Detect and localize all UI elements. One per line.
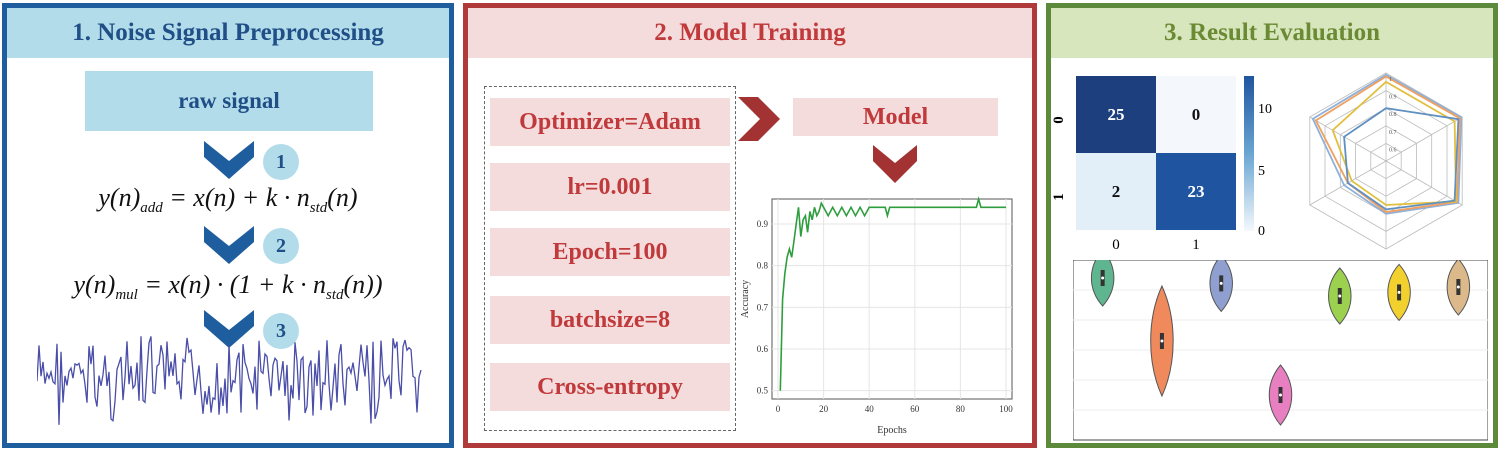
radar-tick-label: 1 [1389, 77, 1392, 83]
radar-tick-label: 0.6 [1389, 147, 1397, 153]
param-epoch: Epoch=100 [490, 228, 730, 276]
param-lr: lr=0.001 [490, 163, 730, 211]
colorbar-tick-5: 5 [1258, 164, 1265, 179]
x-tick-label: 20 [819, 404, 829, 414]
noisy-signal-waveform [37, 336, 422, 425]
chevron-down-icon [204, 310, 254, 348]
violin-median [1338, 294, 1342, 298]
x-tick-label: 60 [910, 404, 920, 414]
y-axis-label: Accuracy [740, 280, 751, 318]
violin-median [1160, 339, 1164, 343]
params-box [484, 86, 736, 431]
radar-spoke [1385, 160, 1463, 206]
violin-plot [1073, 260, 1488, 441]
violin-median [1279, 393, 1282, 397]
preprocessing-title: 1. Noise Signal Preprocessing [7, 8, 449, 58]
accuracy-chart: 0.5 0.6 0.7 0.8 0.9 0 20 40 60 80 100 Epochs Accur… [740, 195, 1013, 436]
y-tick-label: 0.9 [757, 219, 769, 229]
violin-median [1101, 276, 1105, 280]
chevron-down-icon [204, 226, 254, 264]
x-tick-label: 0 [776, 404, 781, 414]
y-tick-label: 0.6 [757, 344, 769, 354]
cm-value-1-1: 23 [1188, 182, 1205, 201]
step-badge-3: 3 [263, 313, 299, 349]
colorbar [1244, 76, 1254, 231]
colorbar-tick-10: 10 [1258, 102, 1272, 117]
multiplicative-noise-equation: y(n)mul = x(n) · (1 + k · nstd(n)) [73, 270, 383, 304]
radar-tick-label: 0.8 [1389, 112, 1397, 118]
x-tick-label: 80 [956, 404, 966, 414]
model-box: Model [793, 98, 998, 136]
param-loss: Cross-entropy [490, 363, 730, 411]
cm-value-1-0: 2 [1112, 182, 1121, 201]
radar-series-line [1314, 75, 1461, 213]
radar-series-line [1311, 73, 1463, 215]
evaluation-title: 3. Result Evaluation [1051, 8, 1493, 58]
cm-value-0-1: 0 [1192, 105, 1201, 124]
chevron-down-icon [873, 145, 917, 183]
param-batchsize: batchsize=8 [490, 296, 730, 344]
x-tick-label: 100 [999, 404, 1013, 414]
cm-col-label-0: 0 [1112, 237, 1120, 253]
cm-col-label-1: 1 [1192, 237, 1200, 253]
additive-noise-equation: y(n)add = x(n) + k · nstd(n) [98, 183, 358, 217]
plot-frame [771, 198, 1013, 400]
step-badge-2: 2 [263, 228, 299, 264]
violin-median [1456, 285, 1460, 289]
cm-value-0-0: 25 [1108, 105, 1125, 124]
training-panel: 2. Model Training Optimizer=Adam lr=0.00… [463, 3, 1037, 448]
cm-row-label-1: 1 [1051, 193, 1067, 201]
param-optimizer: Optimizer=Adam [490, 98, 730, 146]
y-tick-label: 0.7 [757, 302, 769, 312]
radar-chart: 1 0.9 0.8 0.7 0.6 [1309, 72, 1463, 250]
confusion-matrix: 25 0 2 23 0 1 0 1 10 5 0 [1051, 76, 1272, 253]
cm-cell-0-0 [1076, 76, 1156, 153]
step-badge-1: 1 [263, 144, 299, 180]
radar-tick-label: 0.7 [1389, 130, 1397, 136]
radar-series-line [1343, 107, 1460, 211]
cm-cell-1-0 [1076, 153, 1156, 230]
violin-median [1219, 281, 1223, 285]
cm-cell-1-1 [1156, 153, 1236, 230]
y-tick-label: 0.8 [757, 261, 769, 271]
cm-row-label-0: 0 [1051, 116, 1067, 124]
training-title: 2. Model Training [468, 8, 1032, 58]
preprocessing-panel: 1. Noise Signal Preprocessing raw signal… [2, 3, 454, 448]
radar-tick-label: 0.9 [1389, 95, 1397, 101]
radar-series-line [1331, 80, 1458, 206]
x-axis-label: Epochs [877, 425, 907, 436]
radar-spoke [1385, 116, 1463, 162]
radar-spoke [1309, 116, 1387, 162]
colorbar-tick-0: 0 [1258, 224, 1265, 239]
accuracy-series-line [779, 195, 1006, 391]
violin-median [1397, 290, 1401, 294]
y-tick-label: 0.5 [757, 386, 769, 396]
x-tick-label: 40 [865, 404, 875, 414]
evaluation-panel: 3. Result Evaluation 25 0 2 23 0 1 0 1 1… [1046, 3, 1498, 448]
raw-signal-box: raw signal [85, 71, 373, 131]
chevron-down-icon [204, 141, 254, 179]
chevron-right-icon [738, 97, 780, 141]
cm-cell-0-1 [1156, 76, 1236, 153]
